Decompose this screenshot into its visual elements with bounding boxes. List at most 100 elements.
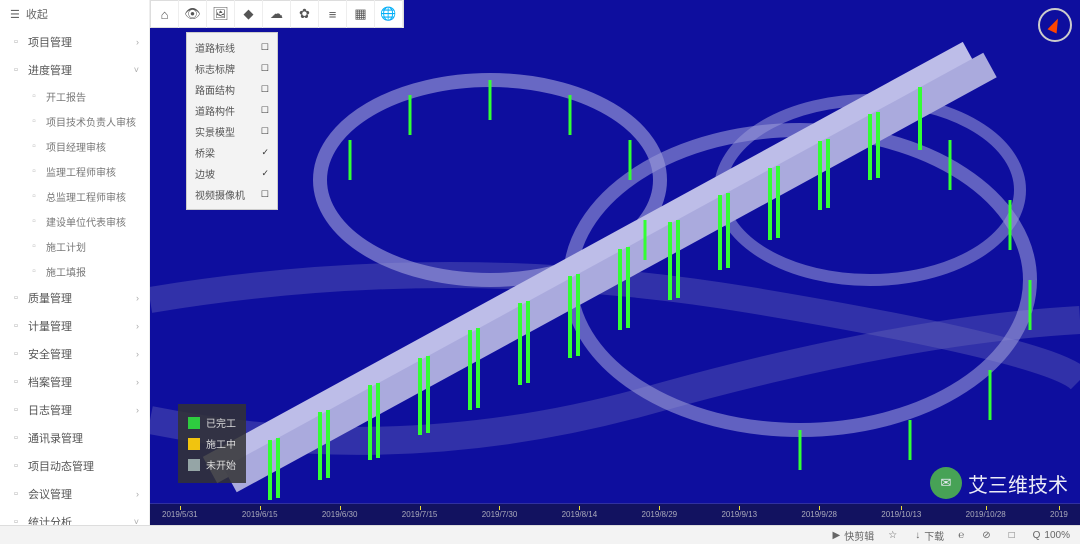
- status-item-3[interactable]: ℮: [958, 530, 968, 541]
- wechat-icon: ✉: [930, 467, 962, 499]
- menu-item-9[interactable]: ▫ 会议管理 ›: [0, 480, 149, 508]
- eye-icon[interactable]: 👁: [179, 0, 207, 28]
- sub-item-1-6[interactable]: ▫施工计划: [0, 234, 149, 259]
- layer-label: 实景模型: [195, 124, 235, 139]
- menu-item-4[interactable]: ▫安全管理›: [0, 340, 149, 368]
- collapse-icon: ☰: [10, 8, 20, 21]
- layer-row-0[interactable]: 道路标线☐: [187, 37, 277, 58]
- menu-label: 安全管理: [28, 346, 72, 362]
- status-item-5[interactable]: □: [1009, 530, 1019, 541]
- timeline[interactable]: 2019/5/312019/6/152019/6/302019/7/152019…: [150, 503, 1080, 525]
- menu-item-7[interactable]: ▫通讯录管理: [0, 424, 149, 452]
- sub-label: 项目经理审核: [46, 139, 106, 154]
- user-icon: ▫: [28, 216, 40, 228]
- status-item-2[interactable]: ↓下载: [915, 528, 944, 543]
- status-item-6[interactable]: Q100%: [1033, 530, 1070, 541]
- sub-item-1-4[interactable]: ▫总监理工程师审核: [0, 184, 149, 209]
- sidebar-collapse[interactable]: ☰ 收起: [0, 0, 149, 28]
- sub-label: 开工报告: [46, 89, 86, 104]
- legend-label: 施工中: [206, 436, 236, 451]
- sub-item-1-3[interactable]: ▫监理工程师审核: [0, 159, 149, 184]
- user-icon: ▫: [28, 116, 40, 128]
- checkbox-icon: ☐: [261, 105, 269, 116]
- sub-label: 施工填报: [46, 264, 86, 279]
- home-icon[interactable]: ⌂: [151, 0, 179, 28]
- chevron-icon: ˅: [134, 517, 139, 525]
- timeline-tick-9: 2019/10/13: [881, 510, 921, 519]
- cloud-icon[interactable]: ☁: [263, 0, 291, 28]
- menu-label: 会议管理: [28, 486, 72, 502]
- layer-row-2[interactable]: 路面结构☐: [187, 79, 277, 100]
- menu-item-1[interactable]: ▫进度管理˅: [0, 56, 149, 84]
- scene-3d: [150, 0, 1080, 525]
- viewer-3d[interactable]: ⌂👁🖼◆☁✿≡▦🌐 道路标线☐标志标牌☐路面结构☐道路构件☐实景模型☐桥梁✓边坡…: [150, 0, 1080, 525]
- list-icon[interactable]: ≡: [319, 0, 347, 28]
- compass[interactable]: [1038, 8, 1072, 42]
- chart-icon: ▫: [10, 516, 22, 525]
- log-icon: ▫: [10, 404, 22, 416]
- badge-icon: ▫: [10, 292, 22, 304]
- user-icon: ▫: [28, 141, 40, 153]
- user-icon: ▫: [28, 166, 40, 178]
- menu-item-10[interactable]: ▫统计分析˅: [0, 508, 149, 525]
- layer-row-7[interactable]: 视频摄像机☐: [187, 184, 277, 205]
- layer-label: 边坡: [195, 166, 215, 181]
- legend-swatch: [188, 417, 200, 429]
- shield-icon: ▫: [10, 348, 22, 360]
- status-item-4[interactable]: ⊘: [982, 530, 994, 541]
- menu-label: 进度管理: [28, 62, 72, 78]
- settings-icon[interactable]: ✿: [291, 0, 319, 28]
- layer-row-1[interactable]: 标志标牌☐: [187, 58, 277, 79]
- status-item-1[interactable]: ☆: [888, 530, 901, 541]
- layer-row-3[interactable]: 道路构件 ☐: [187, 100, 277, 121]
- globe-icon[interactable]: 🌐: [375, 0, 403, 28]
- layer-label: 道路构件: [195, 103, 235, 118]
- doc-icon: ▫: [28, 266, 40, 278]
- timeline-tick-3: 2019/7/15: [402, 510, 438, 519]
- status-item-0[interactable]: ▶快剪辑: [833, 528, 875, 543]
- timeline-tick-4: 2019/7/30: [482, 510, 518, 519]
- layer-label: 路面结构: [195, 82, 235, 97]
- layer-row-4[interactable]: 实景模型 ☐: [187, 121, 277, 142]
- sub-label: 项目技术负责人审核: [46, 114, 136, 129]
- sub-label: 建设单位代表审核: [46, 214, 126, 229]
- status-icon: Q: [1033, 530, 1041, 541]
- menu-item-3[interactable]: ▫计量管理›: [0, 312, 149, 340]
- menu-item-2[interactable]: ▫质量管理›: [0, 284, 149, 312]
- news-icon: ▫: [10, 460, 22, 472]
- checkbox-icon: ✓: [261, 168, 269, 179]
- collapse-label: 收起: [26, 6, 48, 22]
- sub-item-1-2[interactable]: ▫ 项目经理审核: [0, 134, 149, 159]
- menu-item-8[interactable]: ▫项目动态管理: [0, 452, 149, 480]
- legend-row-1: 施工中: [188, 433, 236, 454]
- doc-icon: ▫: [28, 91, 40, 103]
- sub-item-1-1[interactable]: ▫ 项目技术负责人审核: [0, 109, 149, 134]
- sub-item-1-0[interactable]: ▫ 开工报告: [0, 84, 149, 109]
- sub-label: 施工计划: [46, 239, 86, 254]
- timeline-tick-1: 2019/6/15: [242, 510, 278, 519]
- layer-row-6[interactable]: 边坡 ✓: [187, 163, 277, 184]
- grid-icon[interactable]: ▦: [347, 0, 375, 28]
- sub-item-1-5[interactable]: ▫ 建设单位代表审核: [0, 209, 149, 234]
- meet-icon: ▫: [10, 488, 22, 500]
- sub-item-1-7[interactable]: ▫ 施工填报: [0, 259, 149, 284]
- checkbox-icon: ☐: [261, 126, 269, 137]
- status-label: 100%: [1044, 530, 1070, 541]
- menu-item-0[interactable]: ▫项目管理›: [0, 28, 149, 56]
- user-icon: ▫: [28, 191, 40, 203]
- chevron-icon: ›: [136, 489, 139, 499]
- status-icon: ▶: [833, 530, 841, 541]
- layer-row-5[interactable]: 桥梁✓: [187, 142, 277, 163]
- menu-item-6[interactable]: ▫日志管理›: [0, 396, 149, 424]
- calc-icon: ▫: [10, 320, 22, 332]
- checkbox-icon: ☐: [261, 42, 269, 53]
- image-icon[interactable]: 🖼: [207, 0, 235, 28]
- menu-label: 通讯录管理: [28, 430, 83, 446]
- layers-icon[interactable]: ◆: [235, 0, 263, 28]
- legend-swatch: [188, 459, 200, 471]
- status-label: 下载: [924, 528, 944, 543]
- legend-label: 未开始: [206, 457, 236, 472]
- menu-item-5[interactable]: ▫档案管理›: [0, 368, 149, 396]
- chevron-icon: ˅: [134, 65, 139, 75]
- status-label: 快剪辑: [844, 528, 874, 543]
